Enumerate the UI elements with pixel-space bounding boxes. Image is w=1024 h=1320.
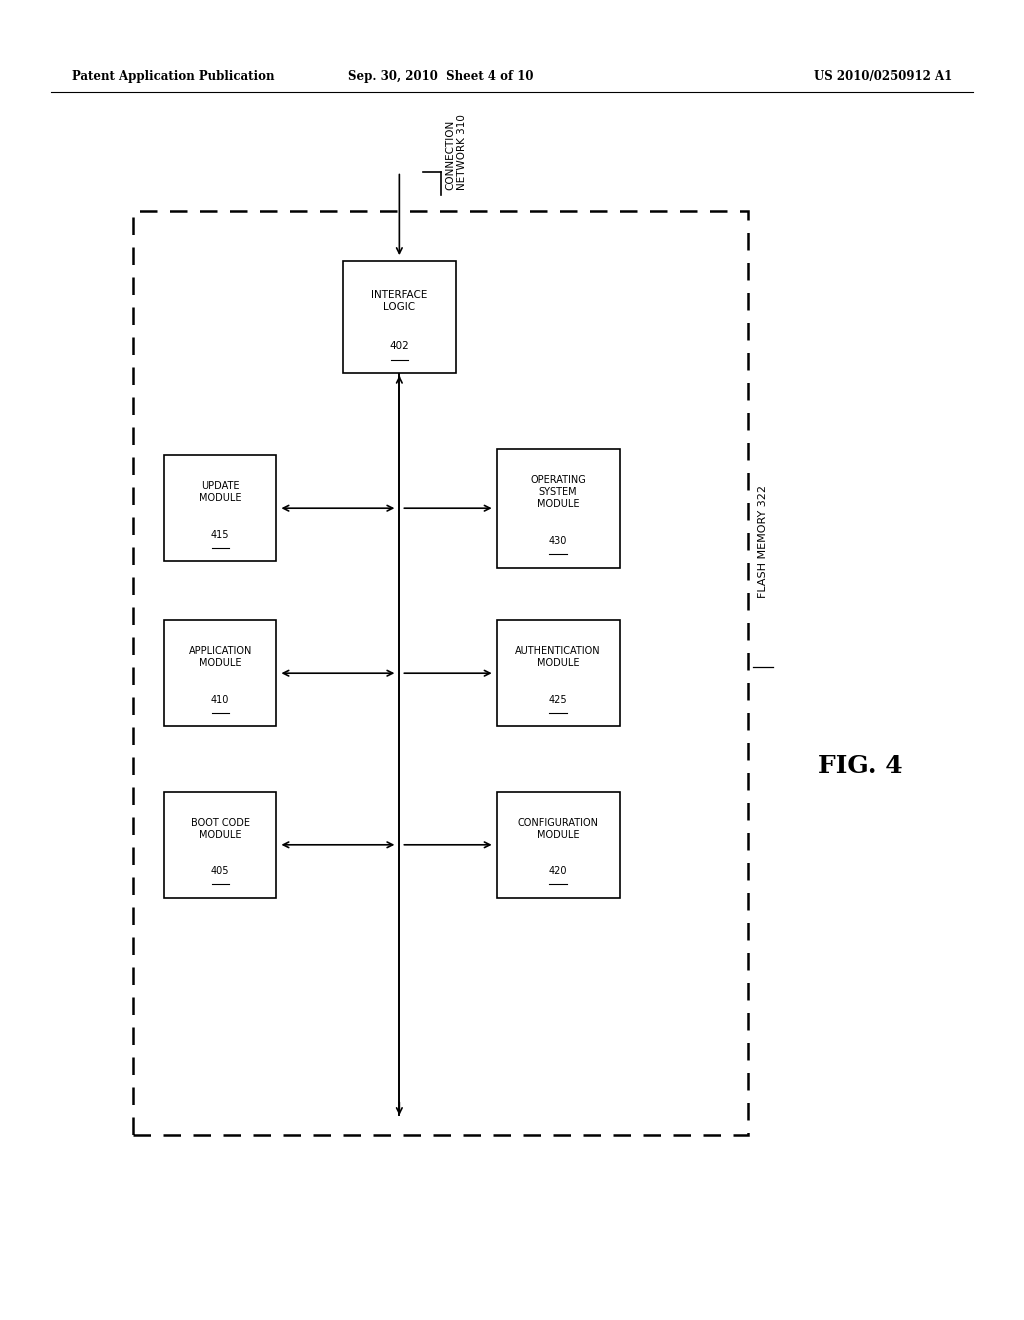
Text: Sep. 30, 2010  Sheet 4 of 10: Sep. 30, 2010 Sheet 4 of 10 [347,70,534,83]
Text: 420: 420 [549,866,567,876]
Bar [164,455,276,561]
Text: 405: 405 [211,866,229,876]
Text: FLASH MEMORY 322: FLASH MEMORY 322 [758,484,768,598]
Text: Patent Application Publication: Patent Application Publication [72,70,274,83]
Text: 402: 402 [389,342,410,351]
Text: UPDATE
MODULE: UPDATE MODULE [199,482,242,503]
Bar [497,449,620,568]
Text: 425: 425 [549,694,567,705]
Text: BOOT CODE
MODULE: BOOT CODE MODULE [190,818,250,840]
Bar [497,792,620,898]
Text: AUTHENTICATION
MODULE: AUTHENTICATION MODULE [515,647,601,668]
Text: CONFIGURATION
MODULE: CONFIGURATION MODULE [517,818,599,840]
Text: INTERFACE
LOGIC: INTERFACE LOGIC [371,290,428,312]
Text: OPERATING
SYSTEM
MODULE: OPERATING SYSTEM MODULE [530,475,586,510]
Text: 415: 415 [211,529,229,540]
Bar [133,211,748,1135]
Bar [164,792,276,898]
Text: US 2010/0250912 A1: US 2010/0250912 A1 [814,70,952,83]
Text: APPLICATION
MODULE: APPLICATION MODULE [188,647,252,668]
Bar [497,620,620,726]
Text: FIG. 4: FIG. 4 [818,754,902,777]
Text: CONNECTION
NETWORK 310: CONNECTION NETWORK 310 [445,114,467,190]
Text: 430: 430 [549,536,567,546]
Bar [164,620,276,726]
Text: 410: 410 [211,694,229,705]
Bar [343,261,456,372]
